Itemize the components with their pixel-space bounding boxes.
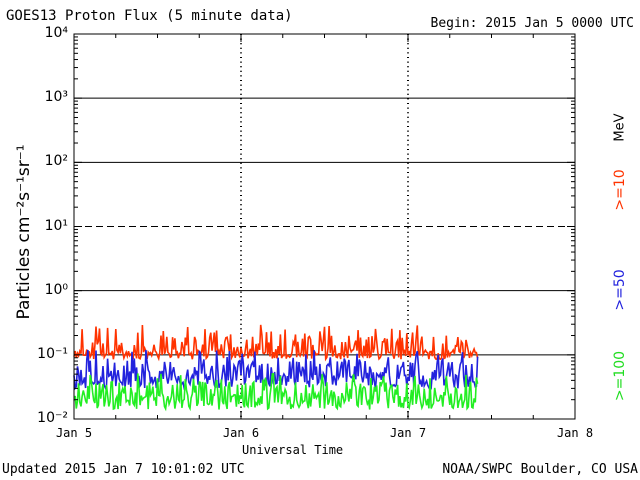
x-tick-label: Jan 7	[389, 426, 427, 440]
begin-time-label: Begin: 2015 Jan 5 0000 UTC	[430, 16, 635, 31]
series-line->=10	[73, 324, 479, 362]
legend-series-50: >=50	[612, 269, 628, 311]
tick-marks	[73, 33, 576, 420]
y-tick-label: 10⁴	[44, 25, 68, 41]
x-tick-label: Jan 5	[55, 426, 93, 440]
y-tick-label: 10³	[44, 89, 68, 106]
y-tick-label: 10²	[44, 153, 68, 170]
y-tick-label: 10¹	[44, 217, 68, 234]
x-axis-label: Universal Time	[242, 443, 344, 457]
y-tick-label: 10⁻¹	[37, 345, 68, 362]
y-tick-label: 10⁻²	[37, 410, 68, 426]
grid-lines	[74, 34, 575, 419]
y-axis-label: Particles cm⁻²s⁻¹sr⁻¹	[14, 144, 34, 320]
legend-series-100: >=100	[612, 350, 628, 402]
x-tick-label: Jan 8	[556, 426, 594, 440]
chart-title: GOES13 Proton Flux (5 minute data)	[6, 8, 293, 24]
y-tick-label: 10⁰	[44, 281, 68, 298]
legend-series-10: >=10	[612, 169, 628, 211]
series-line->=50	[73, 349, 479, 391]
credit-label: NOAA/SWPC Boulder, CO USA	[442, 462, 638, 477]
series-line->=100	[73, 372, 479, 412]
series-group	[73, 324, 479, 412]
plot-frame	[73, 33, 576, 420]
plot-border	[73, 33, 576, 420]
updated-timestamp: Updated 2015 Jan 7 10:01:02 UTC	[2, 462, 245, 477]
x-tick-label: Jan 6	[222, 426, 260, 440]
